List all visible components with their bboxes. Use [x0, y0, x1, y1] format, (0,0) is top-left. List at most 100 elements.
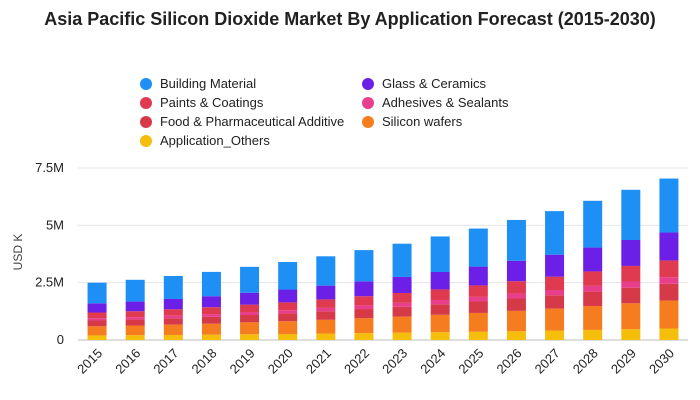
bar-segment[interactable] — [316, 299, 336, 308]
bar-segment[interactable] — [545, 295, 565, 309]
bar-segment[interactable] — [506, 298, 526, 311]
legend-item-silicon-wafers[interactable]: Silicon wafers — [362, 114, 462, 129]
bar-segment[interactable] — [392, 276, 412, 293]
bar-segment[interactable] — [392, 316, 412, 333]
bar-segment[interactable] — [430, 236, 450, 273]
bar-segment[interactable] — [125, 335, 145, 340]
bar-segment[interactable] — [316, 319, 336, 334]
legend-item-building-material[interactable]: Building Material — [140, 76, 256, 91]
bar-segment[interactable] — [163, 276, 183, 299]
bar-segment[interactable] — [316, 333, 336, 340]
bar-segment[interactable] — [354, 333, 374, 340]
bar-segment[interactable] — [354, 281, 374, 297]
bar-segment[interactable] — [583, 285, 603, 292]
legend-item-adhesives-sealants[interactable]: Adhesives & Sealants — [362, 95, 508, 110]
bar-stack-2027[interactable] — [545, 211, 565, 340]
bar-segment[interactable] — [545, 211, 565, 255]
bar-segment[interactable] — [87, 303, 107, 313]
legend-item-application-others[interactable]: Application_Others — [140, 133, 270, 148]
bar-segment[interactable] — [392, 243, 412, 277]
bar-segment[interactable] — [621, 303, 641, 330]
bar-segment[interactable] — [316, 285, 336, 300]
bar-segment[interactable] — [392, 292, 412, 303]
bar-segment[interactable] — [163, 298, 183, 310]
bar-segment[interactable] — [468, 312, 488, 332]
bar-segment[interactable] — [240, 315, 260, 323]
bar-segment[interactable] — [201, 334, 221, 340]
bar-segment[interactable] — [354, 250, 374, 282]
bar-segment[interactable] — [430, 314, 450, 333]
bar-segment[interactable] — [545, 308, 565, 331]
bar-segment[interactable] — [621, 329, 641, 340]
bar-stack-2026[interactable] — [506, 219, 526, 340]
bar-segment[interactable] — [583, 306, 603, 330]
bar-segment[interactable] — [659, 178, 679, 233]
bar-segment[interactable] — [125, 317, 145, 320]
bar-segment[interactable] — [583, 329, 603, 340]
bar-segment[interactable] — [659, 300, 679, 329]
bar-stack-2015[interactable] — [87, 282, 107, 340]
bar-segment[interactable] — [201, 316, 221, 324]
bar-segment[interactable] — [430, 272, 450, 290]
bar-segment[interactable] — [506, 310, 526, 332]
bar-segment[interactable] — [506, 219, 526, 261]
bar-segment[interactable] — [468, 285, 488, 297]
bar-segment[interactable] — [87, 282, 107, 304]
bar-segment[interactable] — [430, 299, 450, 305]
bar-segment[interactable] — [201, 271, 221, 297]
bar-segment[interactable] — [392, 302, 412, 307]
bar-segment[interactable] — [506, 293, 526, 299]
bar-segment[interactable] — [163, 334, 183, 340]
bar-segment[interactable] — [278, 310, 298, 314]
bar-segment[interactable] — [583, 200, 603, 248]
legend-item-glass-ceramics[interactable]: Glass & Ceramics — [362, 76, 486, 91]
bar-segment[interactable] — [621, 189, 641, 241]
legend-item-paints-coatings[interactable]: Paints & Coatings — [140, 95, 263, 110]
bar-segment[interactable] — [240, 304, 260, 313]
bar-segment[interactable] — [201, 323, 221, 335]
bar-segment[interactable] — [354, 309, 374, 319]
bar-segment[interactable] — [545, 290, 565, 296]
bar-stack-2022[interactable] — [354, 250, 374, 340]
bar-stack-2028[interactable] — [583, 200, 603, 340]
bar-segment[interactable] — [163, 324, 183, 335]
bar-stack-2020[interactable] — [278, 262, 298, 340]
bar-segment[interactable] — [545, 254, 565, 277]
bar-segment[interactable] — [278, 321, 298, 335]
bar-segment[interactable] — [240, 292, 260, 305]
bar-stack-2018[interactable] — [201, 271, 221, 340]
bar-segment[interactable] — [87, 320, 107, 327]
bar-stack-2019[interactable] — [240, 266, 260, 340]
bar-segment[interactable] — [201, 307, 221, 315]
bar-segment[interactable] — [125, 325, 145, 336]
bar-segment[interactable] — [201, 314, 221, 317]
bar-segment[interactable] — [316, 311, 336, 320]
bar-segment[interactable] — [87, 312, 107, 319]
bar-stack-2021[interactable] — [316, 256, 336, 340]
bar-stack-2030[interactable] — [659, 178, 679, 340]
bar-segment[interactable] — [278, 289, 298, 303]
bar-segment[interactable] — [506, 331, 526, 340]
bar-segment[interactable] — [392, 332, 412, 340]
legend-item-food-pharmaceutical-additive[interactable]: Food & Pharmaceutical Additive — [140, 114, 344, 129]
bar-segment[interactable] — [583, 291, 603, 307]
bar-segment[interactable] — [278, 313, 298, 322]
bar-segment[interactable] — [430, 289, 450, 300]
bar-segment[interactable] — [621, 240, 641, 266]
bar-segment[interactable] — [583, 247, 603, 272]
bar-segment[interactable] — [125, 301, 145, 312]
bar-segment[interactable] — [87, 335, 107, 340]
bar-stack-2023[interactable] — [392, 243, 412, 340]
bar-segment[interactable] — [659, 232, 679, 261]
bar-stack-2025[interactable] — [468, 228, 488, 340]
bar-segment[interactable] — [506, 281, 526, 294]
bar-segment[interactable] — [125, 311, 145, 318]
bar-segment[interactable] — [240, 266, 260, 293]
bar-segment[interactable] — [201, 296, 221, 308]
bar-segment[interactable] — [240, 322, 260, 335]
bar-segment[interactable] — [468, 266, 488, 286]
bar-segment[interactable] — [659, 277, 679, 284]
bar-stack-2016[interactable] — [125, 279, 145, 340]
bar-segment[interactable] — [354, 305, 374, 310]
bar-segment[interactable] — [240, 312, 260, 316]
